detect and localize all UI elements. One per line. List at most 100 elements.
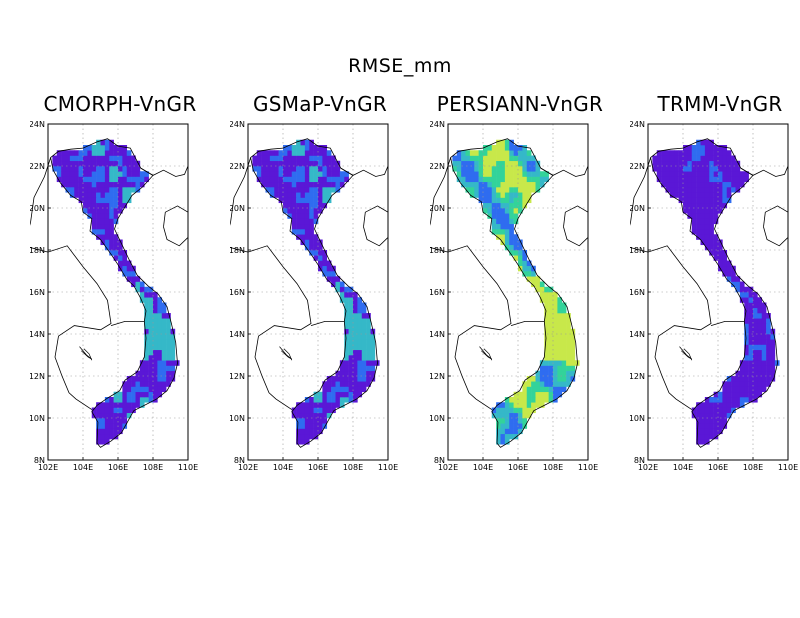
grid-cell: [61, 166, 66, 172]
grid-cell: [474, 150, 479, 156]
grid-cell: [348, 344, 354, 351]
grid-cell: [496, 423, 501, 429]
grid-cell: [370, 376, 376, 382]
grid-cell: [131, 166, 136, 172]
grid-cell: [78, 192, 84, 198]
grid-cell: [757, 355, 763, 361]
grid-cell: [713, 255, 719, 261]
grid-cell: [361, 365, 367, 372]
grid-cell: [126, 187, 132, 193]
grid-cell: [531, 391, 536, 398]
grid-cell: [318, 412, 323, 419]
grid-cell: [344, 344, 349, 351]
grid-cell: [118, 391, 123, 398]
grid-cell: [496, 439, 501, 445]
grid-cell: [331, 376, 336, 382]
grid-cell: [318, 145, 323, 151]
grid-cell: [544, 370, 549, 377]
grid-cell: [274, 187, 279, 193]
grid-cell: [166, 344, 171, 351]
grid-cell: [504, 402, 510, 408]
grid-cell: [496, 407, 501, 414]
grid-cell: [522, 160, 528, 167]
grid-cell: [570, 376, 576, 382]
grid-cell: [370, 360, 376, 366]
grid-cell: [731, 376, 736, 382]
grid-cell: [304, 428, 310, 435]
grid-cell: [683, 181, 688, 188]
grid-cell: [700, 145, 706, 151]
grid-cell: [678, 160, 684, 167]
grid-cell: [713, 412, 719, 419]
grid-cell: [513, 412, 519, 419]
lon-tick-label: 106E: [108, 463, 128, 472]
grid-cell: [113, 150, 119, 156]
grid-cell: [548, 297, 554, 303]
grid-cell: [126, 150, 132, 156]
grid-cell: [118, 208, 123, 214]
grid-cell: [526, 176, 532, 183]
grid-cell: [113, 176, 119, 183]
grid-cell: [318, 166, 323, 172]
grid-cell: [113, 155, 119, 162]
grid-cell: [135, 397, 141, 403]
grid-cell: [135, 381, 141, 387]
grid-cell: [157, 381, 163, 387]
grid-cell: [96, 181, 101, 188]
grid-cell: [318, 197, 323, 204]
grid-cell: [118, 202, 123, 209]
grid-cell: [513, 171, 519, 177]
grid-cell: [335, 160, 341, 167]
grid-cell: [691, 202, 697, 209]
grid-cell: [665, 150, 671, 156]
grid-cell: [291, 229, 297, 235]
grid-cell: [148, 349, 154, 356]
grid-cell: [504, 239, 510, 246]
grid-cell: [118, 397, 123, 403]
grid-cell: [531, 166, 536, 172]
grid-cell: [748, 286, 754, 293]
grid-cell: [748, 391, 754, 398]
grid-cell: [500, 145, 506, 151]
grid-cell: [669, 171, 675, 177]
grid-cell: [691, 166, 697, 172]
grid-cell: [704, 433, 710, 440]
grid-cell: [344, 397, 349, 403]
country-border: [310, 321, 345, 326]
grid-cell: [256, 155, 262, 162]
grid-cell: [357, 297, 363, 303]
grid-cell: [513, 234, 519, 240]
grid-cell: [96, 150, 101, 156]
grid-cell: [157, 297, 163, 303]
grid-cell: [300, 150, 306, 156]
grid-cell: [526, 402, 532, 408]
grid-cell: [509, 244, 514, 251]
grid-cell: [274, 150, 279, 156]
grid-cell: [344, 307, 349, 314]
grid-cell: [357, 318, 363, 324]
grid-cell: [496, 223, 501, 230]
grid-cell: [526, 155, 532, 162]
grid-cell: [557, 355, 563, 361]
grid-cell: [296, 160, 301, 167]
grid-cell: [309, 418, 314, 424]
grid-cell: [361, 318, 367, 324]
grid-cell: [735, 370, 741, 377]
grid-cell: [544, 313, 549, 319]
grid-cell: [483, 192, 488, 198]
grid-cell: [696, 155, 701, 162]
grid-cell: [309, 155, 314, 162]
grid-cell: [509, 166, 514, 172]
grid-cell: [144, 339, 149, 345]
grid-cell: [126, 391, 132, 398]
grid-cell: [700, 439, 706, 445]
grid-cell: [56, 176, 62, 183]
grid-cell: [678, 192, 684, 198]
grid-cell: [318, 391, 323, 398]
grid-cell: [709, 402, 714, 408]
grid-cell: [548, 355, 554, 361]
grid-cell: [166, 355, 171, 361]
country-border: [430, 157, 512, 410]
grid-cell: [744, 360, 749, 366]
